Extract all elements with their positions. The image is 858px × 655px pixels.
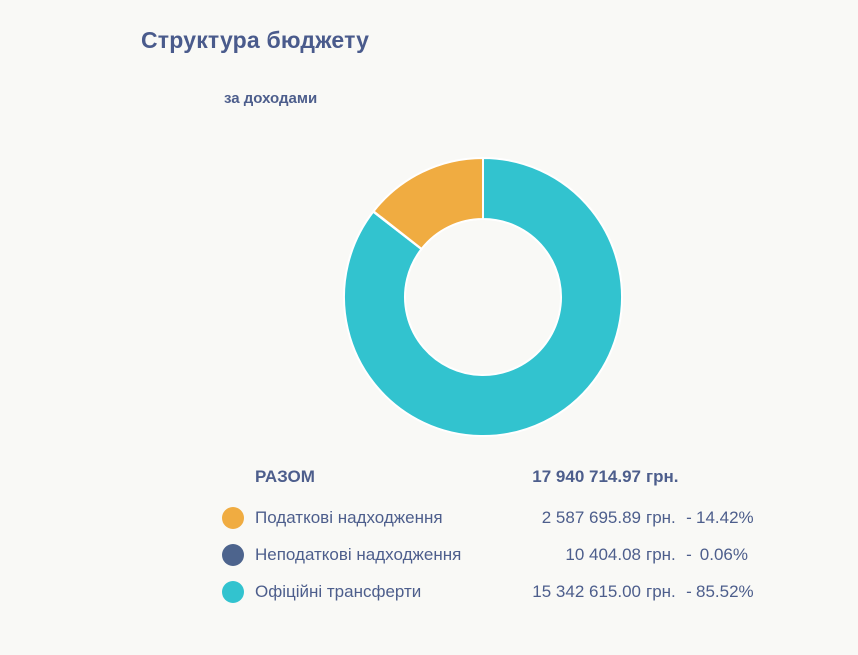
donut-chart[interactable] — [338, 152, 628, 442]
legend-amount: 10 404.08 — [565, 545, 641, 564]
legend-total-label: РАЗОМ — [255, 467, 315, 486]
donut-slice-0[interactable] — [372, 156, 484, 251]
legend-row-nontax-revenue: Неподаткові надходження 10 404.08 грн. -… — [222, 544, 748, 566]
donut-slice-2[interactable] — [343, 156, 623, 437]
legend-unit: грн. — [646, 582, 676, 601]
legend-unit: грн. — [646, 545, 676, 564]
legend-row-official-transfers: Офіційні трансферти 15 342 615.00 грн. -… — [222, 581, 754, 603]
legend: РАЗОМ 17 940 714.97 грн. Податкові надхо… — [222, 466, 754, 618]
legend-label: Неподаткові надходження — [255, 545, 462, 564]
legend-amount: 15 342 615.00 — [532, 582, 641, 601]
legend-percent: 14.42% — [696, 508, 754, 527]
legend-separator: - — [686, 545, 692, 564]
legend-amount: 2 587 695.89 — [541, 508, 641, 527]
legend-label: Офіційні трансферти — [255, 582, 422, 601]
donut-svg[interactable] — [338, 152, 628, 442]
legend-unit: грн. — [646, 508, 676, 527]
legend-total-amount: 17 940 714.97 — [532, 467, 641, 486]
legend-dot-placeholder — [222, 466, 244, 488]
nontax-revenue-color-dot — [222, 544, 244, 566]
legend-total-unit: грн. — [646, 467, 679, 486]
legend-total-row: РАЗОМ 17 940 714.97 грн. — [222, 466, 748, 488]
chart-subtitle: за доходами — [224, 90, 318, 107]
legend-row-tax-revenue: Податкові надходження 2 587 695.89 грн. … — [222, 507, 754, 529]
legend-percent: 85.52% — [696, 582, 754, 601]
legend-separator: - — [686, 508, 692, 527]
tax-revenue-color-dot — [222, 507, 244, 529]
legend-separator: - — [686, 582, 692, 601]
page-title: Структура бюджету — [141, 27, 370, 53]
legend-percent: 0.06% — [699, 545, 748, 564]
official-transfers-color-dot — [222, 581, 244, 603]
legend-label: Податкові надходження — [255, 508, 443, 527]
